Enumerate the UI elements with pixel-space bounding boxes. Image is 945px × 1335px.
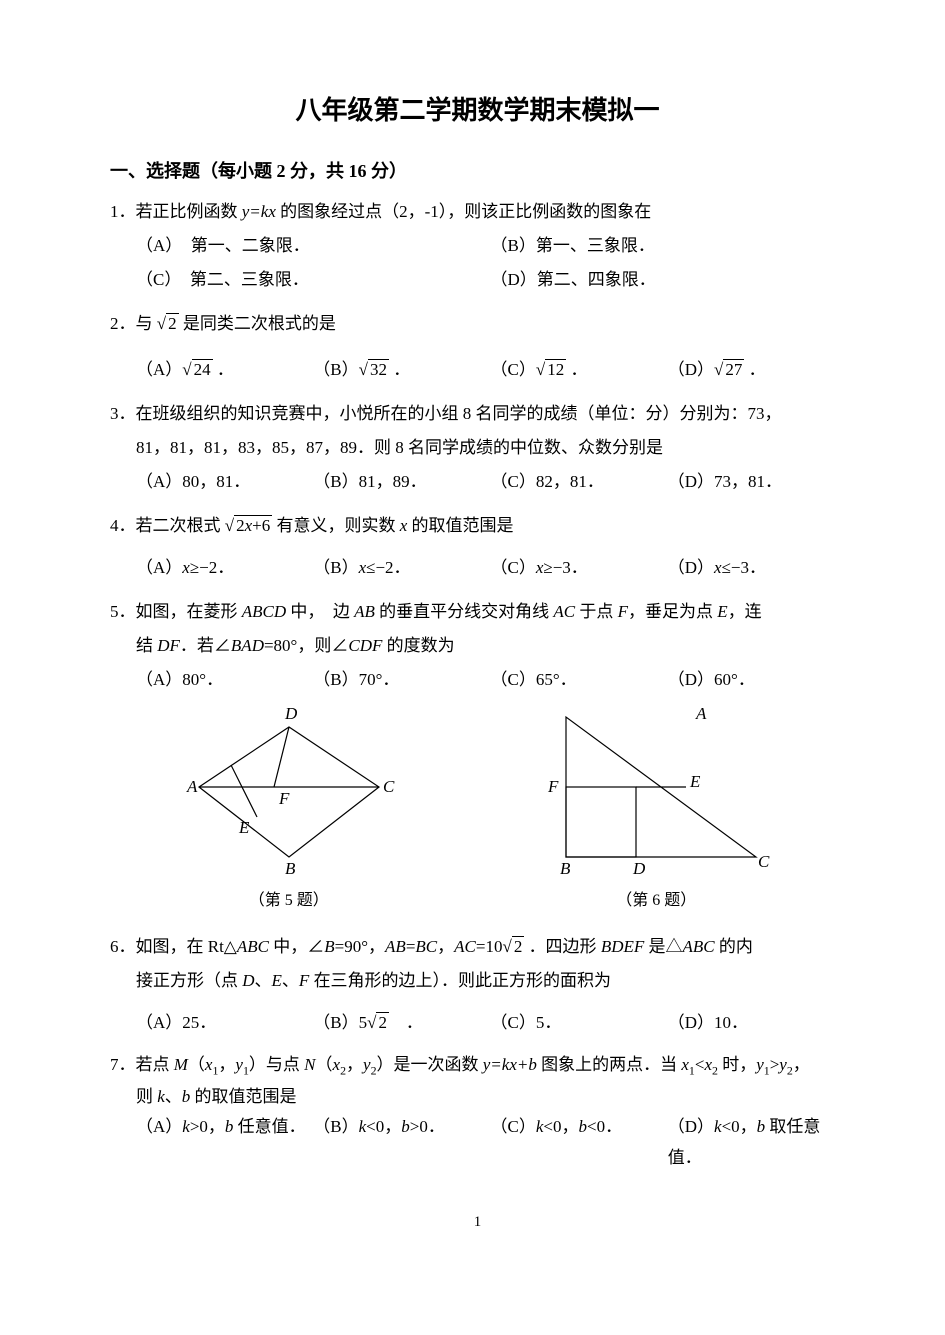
q7-opt-a: （A）k>0，b 任意值．: [136, 1112, 313, 1173]
q1-stem-a: 1．若正比例函数: [110, 202, 242, 221]
figure-5: A D C B F E （第 5 题）: [179, 707, 399, 910]
q4-a: 4．若二次根式: [110, 516, 225, 535]
question-7: 7．若点 M（x1，y1）与点 N（x2，y2）是一次函数 y=kx+b 图象上…: [110, 1050, 845, 1174]
svg-text:D: D: [284, 707, 298, 723]
sqrt-icon: √2x+6: [225, 509, 272, 543]
svg-text:C: C: [758, 852, 770, 871]
q7-opt-d: （D）k<0，b 取任意值．: [668, 1112, 845, 1173]
q3-opt-a: （A）80，81．: [136, 465, 313, 499]
svg-text:F: F: [547, 777, 559, 796]
q3-stem1: 3．在班级组织的知识竞赛中，小悦所在的小组 8 名同学的成绩（单位：分）分别为：…: [110, 397, 845, 431]
q4-opt-d: （D）x≤−3．: [668, 551, 845, 585]
q2-opt-d: （D）√27 ．: [668, 353, 845, 387]
q6-opt-c: （C）5．: [491, 1006, 668, 1040]
svg-text:E: E: [238, 818, 250, 837]
q3-opt-d: （D）73，81．: [668, 465, 845, 499]
q6-opt-a: （A）25．: [136, 1006, 313, 1040]
q6-opt-d: （D）10．: [668, 1006, 845, 1040]
q2-opt-b: （B）√32 ．: [313, 353, 490, 387]
q2-opt-a: （A）√24 ．: [136, 353, 313, 387]
question-2: 2．与 √2 是同类二次根式的是 （A）√24 ． （B）√32 ． （C）√1…: [110, 307, 845, 387]
q7-opt-b: （B）k<0，b>0．: [313, 1112, 490, 1173]
q2-stem-b: 是同类二次根式的是: [179, 314, 336, 333]
q7-opt-c: （C）k<0，b<0．: [491, 1112, 668, 1173]
q1-opt-c: （C） 第二、三象限．: [136, 263, 491, 297]
question-5: 5．如图，在菱形 ABCD 中， 边 AB 的垂直平分线交对角线 AC 于点 F…: [110, 595, 845, 697]
fig6-caption: （第 6 题）: [536, 886, 776, 910]
svg-text:A: A: [186, 777, 198, 796]
svg-text:B: B: [560, 859, 571, 877]
q2-opt-c: （C）√12 ．: [491, 353, 668, 387]
q1-opt-a: （A） 第一、二象限．: [136, 229, 491, 263]
q4-opt-b: （B）x≤−2．: [313, 551, 490, 585]
q4-opt-c: （C）x≥−3．: [491, 551, 668, 585]
question-6: 6．如图，在 Rt△ABC 中，∠B=90°，AB=BC，AC=10√2 ．四边…: [110, 930, 845, 1040]
q5-opt-c: （C）65°．: [491, 663, 668, 697]
page-number: 1: [110, 1214, 845, 1231]
triangle-square-diagram-icon: B D C F E A: [536, 707, 776, 877]
q5-opt-d: （D）60°．: [668, 663, 845, 697]
q5-opt-b: （B）70°．: [313, 663, 490, 697]
question-1: 1．若正比例函数 y=kx 的图象经过点（2，-1），则该正比例函数的图象在 （…: [110, 195, 845, 297]
q5-opt-a: （A）80°．: [136, 663, 313, 697]
svg-text:D: D: [632, 859, 646, 877]
exam-page: 八年级第二学期数学期末模拟一 一、选择题（每小题 2 分，共 16 分） 1．若…: [0, 0, 945, 1271]
question-3: 3．在班级组织的知识竞赛中，小悦所在的小组 8 名同学的成绩（单位：分）分别为：…: [110, 397, 845, 499]
svg-text:F: F: [278, 789, 290, 808]
svg-text:A: A: [695, 707, 707, 723]
q6-opt-b: （B）5√2 ．: [313, 1006, 490, 1040]
section-header: 一、选择题（每小题 2 分，共 16 分）: [110, 157, 845, 183]
svg-text:E: E: [689, 772, 701, 791]
q2-stem-a: 2．与: [110, 314, 157, 333]
rhombus-diagram-icon: A D C B F E: [179, 707, 399, 877]
sqrt-icon: √2: [157, 307, 179, 341]
svg-text:B: B: [285, 859, 296, 877]
svg-text:C: C: [383, 777, 395, 796]
q1-math: y=kx: [242, 202, 276, 221]
q2-stem-sqrt: 2: [166, 313, 179, 333]
q1-opt-d: （D）第二、四象限．: [491, 263, 846, 297]
question-4: 4．若二次根式 √2x+6 有意义，则实数 x 的取值范围是 （A）x≥−2． …: [110, 509, 845, 585]
fig5-caption: （第 5 题）: [179, 886, 399, 910]
q3-opt-b: （B）81，89．: [313, 465, 490, 499]
q3-stem2: 81，81，81，83，85，87，89．则 8 名同学成绩的中位数、众数分别是: [110, 431, 845, 465]
q4-opt-a: （A）x≥−2．: [136, 551, 313, 585]
q3-opt-c: （C）82，81．: [491, 465, 668, 499]
figure-6: B D C F E A （第 6 题）: [536, 707, 776, 910]
page-title: 八年级第二学期数学期末模拟一: [110, 90, 845, 127]
figures-row: A D C B F E （第 5 题） B D: [110, 707, 845, 910]
q1-stem-c: 的图象经过点（2，-1），则该正比例函数的图象在: [276, 202, 651, 221]
q1-opt-b: （B）第一、三象限．: [491, 229, 846, 263]
